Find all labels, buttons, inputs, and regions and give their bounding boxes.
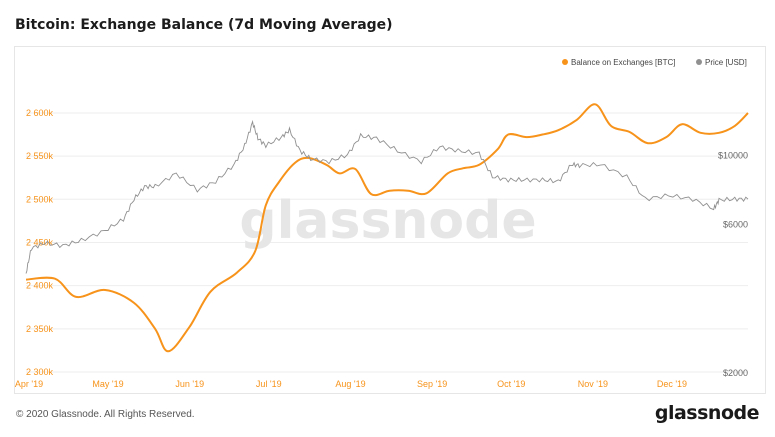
x-tick-label: May '19: [92, 379, 123, 389]
legend-marker-balance: [562, 59, 568, 65]
x-tick-label: Oct '19: [497, 379, 525, 389]
x-tick-label: Sep '19: [417, 379, 447, 389]
series-line-price: [25, 119, 749, 274]
x-tick-label: Apr '19: [15, 379, 43, 389]
x-tick-label: Dec '19: [657, 379, 687, 389]
y-right-tick-label: $2000: [723, 368, 748, 378]
copyright-text: © 2020 Glassnode. All Rights Reserved.: [16, 409, 195, 420]
series-line-balance: [25, 103, 749, 353]
legend-label-price[interactable]: Price [USD]: [705, 58, 747, 67]
x-tick-label: Jul '19: [256, 379, 282, 389]
y-left-tick-label: 2 400k: [26, 281, 54, 291]
y-left-tick-label: 2 500k: [26, 194, 54, 204]
y-left-tick-label: 2 600k: [26, 108, 54, 118]
x-tick-label: Jun '19: [175, 379, 204, 389]
y-right-tick-label: $6000: [723, 220, 748, 230]
watermark-text: glassnode: [239, 191, 536, 251]
brand-logo: glassnode: [654, 402, 760, 424]
y-left-tick-label: 2 350k: [26, 324, 54, 334]
legend-marker-price: [696, 59, 702, 65]
y-left-tick-label: 2 450k: [26, 237, 54, 247]
chart-title: Bitcoin: Exchange Balance (7d Moving Ave…: [15, 17, 393, 33]
y-left-tick-label: 2 300k: [26, 367, 54, 377]
y-left-tick-label: 2 550k: [26, 151, 54, 161]
y-right-tick-label: $10000: [718, 151, 748, 161]
legend-label-balance[interactable]: Balance on Exchanges [BTC]: [571, 58, 676, 67]
x-tick-label: Aug '19: [335, 379, 365, 389]
x-tick-label: Nov '19: [578, 379, 608, 389]
chart-panel: [14, 46, 766, 394]
